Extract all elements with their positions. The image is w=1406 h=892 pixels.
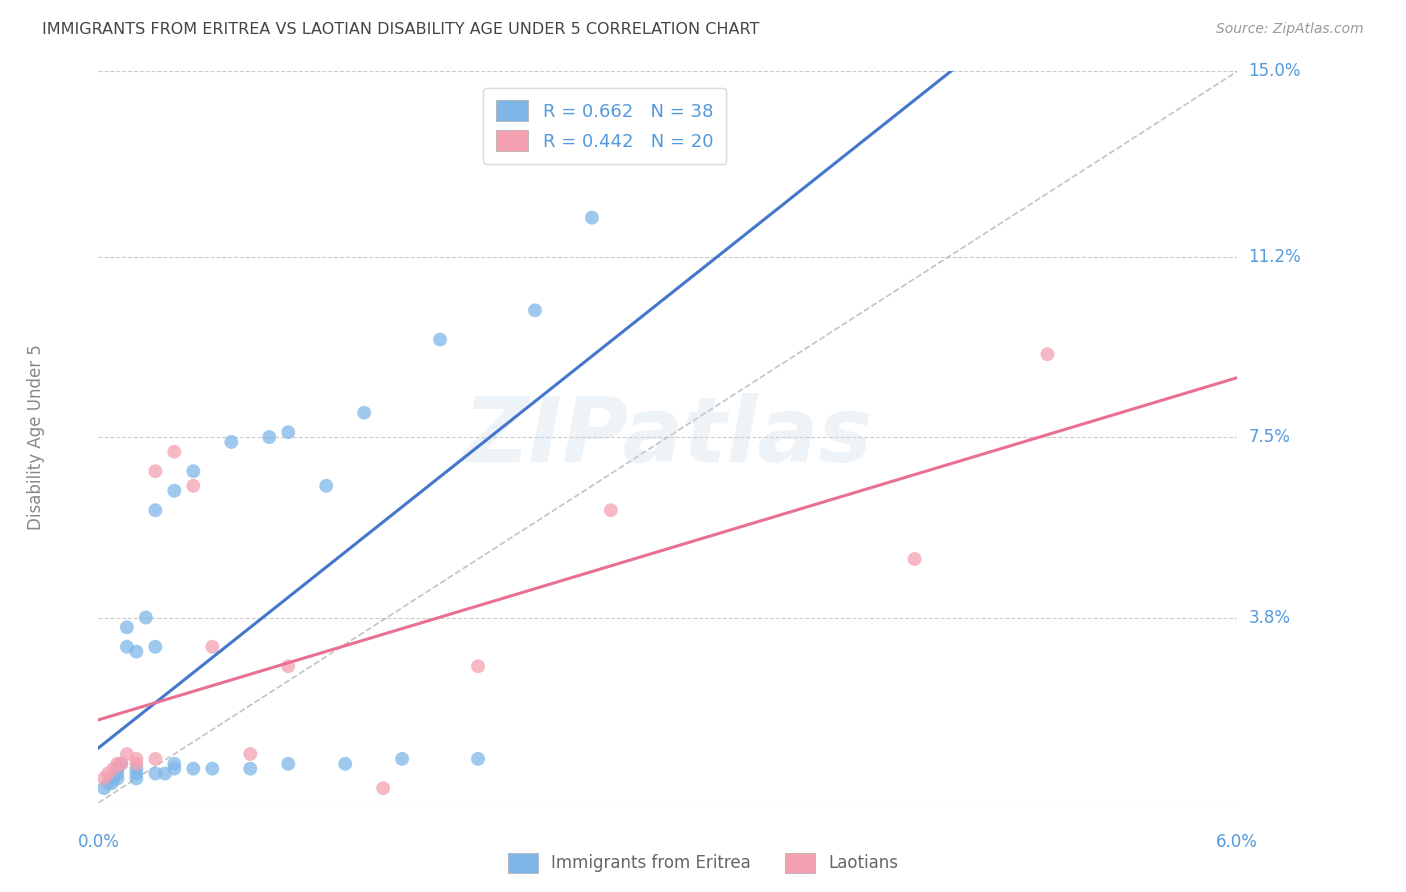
Point <box>93 781 115 796</box>
Text: ZIPatlas: ZIPatlas <box>464 393 872 481</box>
Point <box>103 762 125 776</box>
Point <box>371 781 394 796</box>
Legend: Immigrants from Eritrea, Laotians: Immigrants from Eritrea, Laotians <box>502 847 904 880</box>
Point <box>125 752 148 766</box>
Text: Source: ZipAtlas.com: Source: ZipAtlas.com <box>1216 22 1364 37</box>
Point <box>103 772 125 786</box>
Text: Disability Age Under 5: Disability Age Under 5 <box>27 344 45 530</box>
Point <box>145 640 167 654</box>
Point <box>125 645 148 659</box>
Point <box>277 756 299 771</box>
Text: 3.8%: 3.8% <box>1249 608 1291 626</box>
Point <box>163 762 186 776</box>
Text: 6.0%: 6.0% <box>1216 833 1258 851</box>
Point <box>600 503 623 517</box>
Point <box>163 483 186 498</box>
Point <box>353 406 375 420</box>
Point <box>221 434 243 449</box>
Point <box>201 640 224 654</box>
Point <box>581 211 603 225</box>
Text: 0.0%: 0.0% <box>77 833 120 851</box>
Point <box>163 444 186 458</box>
Point <box>125 766 148 780</box>
Point <box>201 762 224 776</box>
Point <box>335 756 357 771</box>
Point <box>391 752 413 766</box>
Point <box>145 766 167 780</box>
Point <box>1036 347 1059 361</box>
Point <box>115 747 138 761</box>
Point <box>277 425 299 440</box>
Point <box>125 772 148 786</box>
Point <box>93 772 115 786</box>
Point <box>145 503 167 517</box>
Text: IMMIGRANTS FROM ERITREA VS LAOTIAN DISABILITY AGE UNDER 5 CORRELATION CHART: IMMIGRANTS FROM ERITREA VS LAOTIAN DISAB… <box>42 22 759 37</box>
Point <box>429 333 451 347</box>
Point <box>145 752 167 766</box>
Point <box>115 620 138 634</box>
Point <box>153 766 176 780</box>
Point <box>277 659 299 673</box>
Legend: R = 0.662   N = 38, R = 0.442   N = 20: R = 0.662 N = 38, R = 0.442 N = 20 <box>484 87 725 164</box>
Point <box>107 756 129 771</box>
Point <box>183 762 205 776</box>
Point <box>315 479 337 493</box>
Point <box>259 430 281 444</box>
Point <box>97 776 120 790</box>
Point <box>467 659 489 673</box>
Point <box>145 464 167 478</box>
Text: 15.0%: 15.0% <box>1249 62 1301 80</box>
Point <box>110 756 132 771</box>
Point <box>97 766 120 780</box>
Point <box>163 756 186 771</box>
Text: 7.5%: 7.5% <box>1249 428 1291 446</box>
Point <box>107 772 129 786</box>
Point <box>135 610 157 624</box>
Point <box>183 479 205 493</box>
Point <box>125 756 148 771</box>
Point <box>904 552 927 566</box>
Point <box>115 640 138 654</box>
Point <box>183 464 205 478</box>
Point <box>110 756 132 771</box>
Point <box>467 752 489 766</box>
Point <box>107 762 129 776</box>
Text: 11.2%: 11.2% <box>1249 248 1301 266</box>
Point <box>524 303 547 318</box>
Point <box>239 747 262 761</box>
Point <box>125 762 148 776</box>
Point <box>239 762 262 776</box>
Point <box>100 776 122 790</box>
Point <box>107 766 129 780</box>
